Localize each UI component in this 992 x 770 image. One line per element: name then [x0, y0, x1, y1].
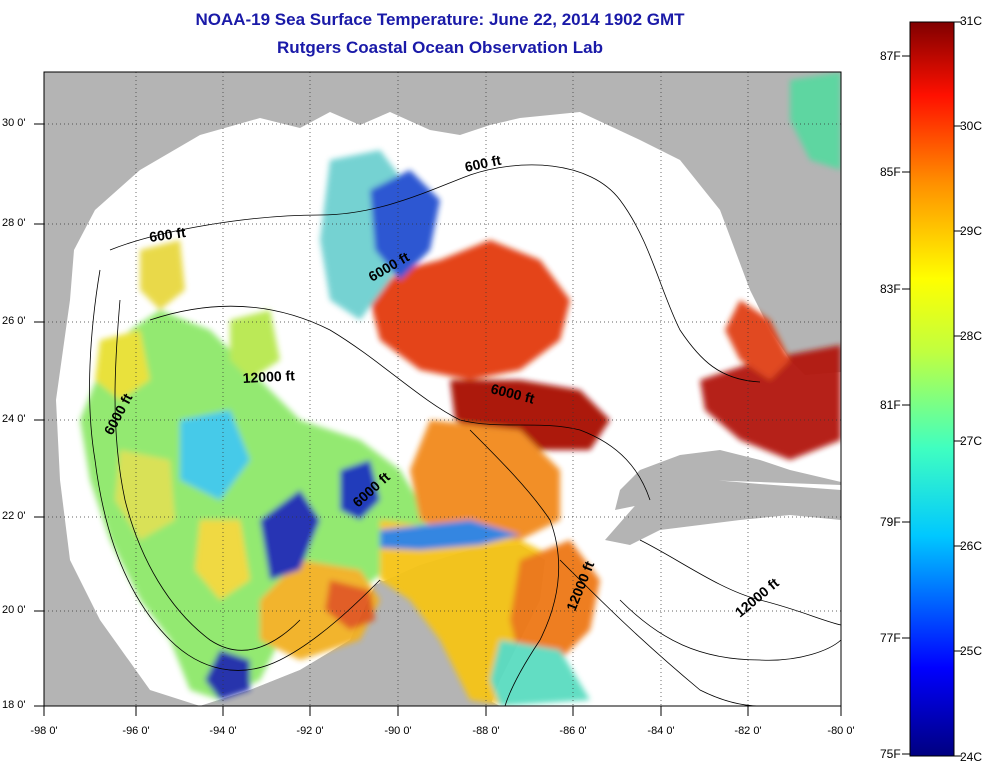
colorbar-fahrenheit-label: 83F — [880, 282, 901, 296]
map-subtitle: Rutgers Coastal Ocean Observation Lab — [277, 38, 603, 57]
lon-label: -88 0' — [472, 725, 500, 737]
lon-label: -90 0' — [384, 725, 412, 737]
lat-label: 30 0' — [2, 117, 26, 129]
graticule — [44, 72, 841, 706]
colorbar-celsius-label: 25C — [960, 644, 983, 658]
contour-label: 600 ft — [148, 224, 187, 245]
cuba — [605, 478, 841, 545]
lon-label: -86 0' — [559, 725, 587, 737]
colorbar-ticks — [902, 21, 962, 757]
colorbar-fahrenheit-label: 85F — [880, 165, 901, 179]
lat-label: 22 0' — [2, 510, 26, 522]
lon-label: -82 0' — [734, 725, 762, 737]
sst-field — [80, 72, 841, 706]
colorbar-celsius-label: 31C — [960, 14, 983, 28]
lat-label: 24 0' — [2, 413, 26, 425]
lon-label: -96 0' — [122, 725, 150, 737]
lon-label: -98 0' — [30, 725, 58, 737]
bathymetry-contours — [89, 164, 841, 706]
colorbar-celsius-label: 24C — [960, 750, 983, 764]
map-title: NOAA-19 Sea Surface Temperature: June 22… — [195, 10, 685, 29]
lon-label: -84 0' — [647, 725, 675, 737]
lon-label: -92 0' — [296, 725, 324, 737]
colorbar-celsius-label: 28C — [960, 329, 983, 343]
lat-label: 18 0' — [2, 699, 26, 711]
axis-ticks — [34, 123, 842, 716]
lat-label: 28 0' — [2, 217, 26, 229]
colorbar-fahrenheit-label: 75F — [880, 747, 901, 761]
lon-label: -80 0' — [827, 725, 855, 737]
colorbar-fahrenheit-label: 81F — [880, 398, 901, 412]
colorbar-fahrenheit-label: 87F — [880, 49, 901, 63]
map-frame — [43, 71, 842, 707]
contour-label: 12000 ft — [242, 367, 295, 386]
colorbar-celsius-label: 26C — [960, 539, 983, 553]
colorbar-celsius-label: 30C — [960, 119, 983, 133]
colorbar — [909, 21, 955, 757]
colorbar-fahrenheit-label: 79F — [880, 515, 901, 529]
lat-label: 20 0' — [2, 604, 26, 616]
colorbar-fahrenheit-label: 77F — [880, 631, 901, 645]
contour-label: 600 ft — [463, 152, 502, 175]
lat-label: 26 0' — [2, 315, 26, 327]
lon-label: -94 0' — [209, 725, 237, 737]
colorbar-celsius-label: 27C — [960, 434, 983, 448]
colorbar-celsius-label: 29C — [960, 224, 983, 238]
